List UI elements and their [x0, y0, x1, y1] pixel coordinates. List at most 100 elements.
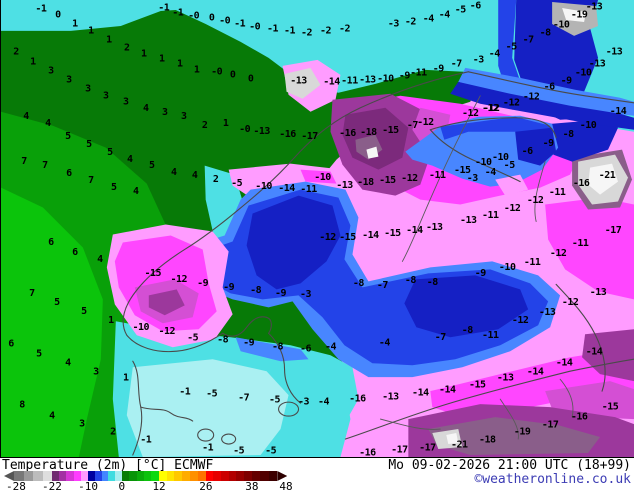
colorbar-segment: [190, 471, 198, 481]
temp-value-label: 4: [97, 254, 103, 265]
temp-value-label: -9: [543, 138, 555, 149]
temp-value-label: -10: [580, 120, 597, 131]
colorbar-ticks: -28 -22 -10 0 12 26 38 48: [4, 480, 293, 490]
temp-value-label: 3: [181, 111, 187, 122]
temp-value-label: -12: [550, 248, 567, 259]
region-south-magenta-band: [430, 347, 634, 418]
temp-value-label: 4: [49, 411, 55, 422]
temp-value-label: -13: [586, 1, 603, 12]
temp-value-label: -11: [524, 257, 541, 268]
temp-value-label: -12: [503, 97, 520, 108]
temp-value-label: 4: [171, 167, 177, 178]
temp-value-label: -9: [223, 282, 235, 293]
temp-value-label: -19: [514, 427, 531, 438]
temp-value-label: -8: [405, 275, 417, 286]
temp-value-label: -12: [483, 103, 500, 114]
region-sweden-navy-east: [404, 275, 529, 338]
temp-value-label: -5: [233, 446, 245, 457]
temp-value-label: -11: [410, 67, 427, 78]
temp-value-label: 3: [85, 83, 91, 94]
temp-value-label: -18: [479, 435, 496, 446]
temp-value-label: 2: [13, 46, 19, 57]
temp-value-label: 1: [88, 25, 94, 36]
temp-value-label: 7: [29, 288, 35, 299]
colorbar-segment: [236, 471, 245, 481]
temp-value-label: -4: [379, 338, 391, 349]
temp-value-label: -13: [359, 74, 376, 85]
temp-value-label: -4: [423, 13, 435, 24]
temp-value-label: -4: [325, 342, 337, 353]
temp-value-label: -9: [433, 63, 445, 74]
temp-value-label: 1: [108, 315, 114, 326]
temp-value-label: 0: [55, 9, 61, 20]
temp-value-label: -12: [562, 297, 579, 308]
temp-value-label: -1: [234, 18, 246, 29]
colorbar-segment: [166, 471, 175, 481]
temp-value-label: -10: [575, 67, 592, 78]
temp-value-label: -8: [217, 335, 229, 346]
temp-value-label: 5: [149, 160, 155, 171]
temp-value-label: -13: [539, 307, 556, 318]
map-title: Temperature (2m) [°C] ECMWF: [2, 458, 214, 473]
temp-value-label: 5: [36, 349, 42, 360]
temp-value-label: -8: [353, 278, 365, 289]
map-datetime: Mo 09-02-2026 21:00 UTC (18+99): [388, 458, 631, 473]
colorbar-segment: [52, 471, 60, 481]
temp-value-label: -12: [401, 173, 418, 184]
colorbar-segment: [260, 471, 269, 481]
copyright-link[interactable]: ©weatheronline.co.uk: [474, 472, 631, 487]
temp-value-label: -4: [318, 397, 330, 408]
temp-value-label: -16: [279, 129, 296, 140]
temp-value-label: -8: [272, 342, 284, 353]
temp-value-label: 3: [123, 96, 129, 107]
temp-value-label: -15: [384, 228, 401, 239]
temp-value-label: -14: [439, 385, 456, 396]
colorbar-segment: [268, 471, 278, 481]
temp-value-label: -12: [158, 326, 175, 337]
temp-value-label: -16: [571, 412, 588, 423]
colorbar-tick-label: 12: [152, 480, 166, 490]
temp-value-label: 3: [103, 90, 109, 101]
temp-value-label: -0: [249, 21, 261, 32]
temp-value-label: -5: [504, 160, 516, 171]
temp-value-label: -3: [473, 54, 485, 65]
colorbar-segment: [108, 471, 116, 481]
temp-value-label: 1: [177, 58, 183, 69]
temp-value-label: -16: [359, 448, 376, 457]
temp-value-label: -8: [462, 325, 474, 336]
temp-value-label: -17: [605, 225, 622, 236]
temp-value-label: 4: [45, 118, 51, 129]
temp-value-label: 0: [230, 69, 236, 80]
temp-value-label: 3: [66, 74, 72, 85]
temp-value-label: -15: [469, 380, 486, 391]
temp-value-label: -15: [454, 165, 471, 176]
colorbar-tick-label: -28: [5, 480, 26, 490]
temp-value-label: 0: [209, 12, 215, 23]
colorbar-segment: [213, 471, 222, 481]
temp-value-label: -21: [451, 440, 468, 451]
region-sweden-navy-west: [246, 195, 341, 290]
temp-value-label: 7: [88, 175, 94, 186]
temp-value-label: 3: [93, 367, 99, 378]
temp-value-label: -7: [238, 393, 250, 404]
temp-value-label: -10: [475, 157, 492, 168]
temp-value-label: -2: [339, 23, 351, 34]
temp-value-label: -3: [298, 397, 310, 408]
temp-value-label: -15: [339, 232, 356, 243]
temp-value-label: 1: [72, 18, 78, 29]
colorbar-segment: [277, 471, 288, 481]
colorbar-tick-label: -10: [78, 480, 98, 490]
temp-value-label: -9: [399, 70, 411, 81]
temp-value-label: -13: [382, 392, 399, 403]
colorbar-segment: [136, 471, 145, 481]
region-south-cyan-wedge: [295, 391, 346, 457]
temp-value-label: -0: [188, 10, 200, 21]
temp-value-label: -0: [239, 124, 251, 135]
temp-value-label: -17: [419, 443, 436, 454]
temp-value-label: -5: [269, 395, 281, 406]
colorbar-segment: [23, 471, 33, 481]
temp-value-label: 1: [159, 53, 165, 64]
temp-value-label: -9: [197, 278, 209, 289]
temp-value-label: -15: [382, 125, 399, 136]
temp-value-label: 6: [48, 237, 54, 248]
